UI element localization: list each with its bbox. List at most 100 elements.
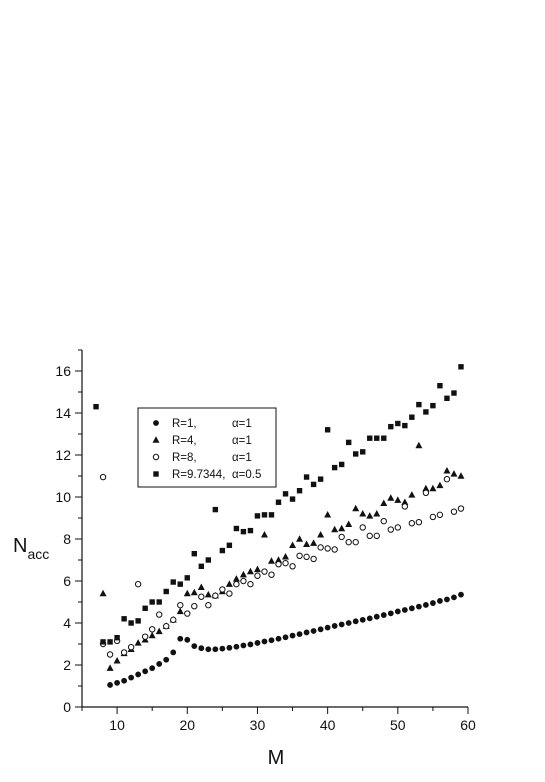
data-point bbox=[148, 631, 156, 639]
data-point bbox=[408, 520, 416, 527]
data-point bbox=[156, 661, 163, 667]
legend-label-4: R=9.7344, bbox=[172, 469, 225, 481]
data-point bbox=[232, 575, 240, 582]
data-point bbox=[289, 632, 296, 639]
data-point bbox=[177, 581, 183, 587]
data-point bbox=[352, 618, 359, 625]
data-point bbox=[338, 621, 345, 628]
data-point bbox=[380, 612, 387, 618]
data-point bbox=[359, 524, 366, 531]
data-point bbox=[99, 473, 107, 481]
data-point bbox=[373, 510, 381, 517]
data-point bbox=[204, 590, 212, 598]
data-point bbox=[260, 531, 268, 538]
data-point bbox=[184, 610, 191, 617]
data-point bbox=[99, 589, 107, 597]
data-point bbox=[156, 599, 162, 605]
data-point bbox=[443, 466, 451, 474]
data-point bbox=[155, 627, 163, 635]
x-axis-title: M bbox=[268, 747, 285, 769]
data-point bbox=[387, 610, 394, 617]
data-point bbox=[156, 611, 163, 618]
data-point bbox=[289, 563, 296, 570]
data-point bbox=[451, 594, 457, 601]
data-point bbox=[205, 646, 212, 653]
data-point bbox=[367, 435, 373, 441]
data-point bbox=[128, 674, 135, 681]
data-point bbox=[121, 616, 127, 622]
data-point bbox=[240, 642, 247, 649]
data-point bbox=[282, 634, 289, 641]
y-tick-label: 14 bbox=[55, 405, 71, 421]
data-point bbox=[127, 643, 135, 651]
data-point bbox=[451, 390, 457, 396]
data-point bbox=[387, 526, 394, 533]
data-point bbox=[240, 577, 247, 585]
data-point bbox=[422, 489, 430, 496]
legend-label-1: R=1, bbox=[172, 418, 197, 430]
data-point bbox=[458, 591, 464, 598]
data-point bbox=[296, 552, 303, 559]
data-point bbox=[437, 383, 443, 389]
data-point bbox=[134, 639, 142, 646]
data-point bbox=[366, 532, 373, 540]
y-tick-label: 4 bbox=[63, 615, 71, 631]
legend-label-3: R=8, bbox=[172, 452, 197, 464]
data-point bbox=[183, 589, 191, 597]
data-point bbox=[275, 556, 283, 563]
data-point bbox=[331, 623, 338, 629]
data-point bbox=[380, 517, 387, 525]
data-point bbox=[163, 622, 170, 630]
x-tick-label: 30 bbox=[250, 717, 266, 733]
data-point bbox=[226, 542, 233, 548]
data-point bbox=[239, 570, 247, 578]
legend-alpha-1: α=1 bbox=[232, 418, 252, 430]
data-point bbox=[353, 451, 359, 457]
data-point bbox=[226, 644, 233, 651]
data-point bbox=[380, 499, 388, 506]
data-point bbox=[93, 404, 99, 410]
data-point bbox=[317, 544, 324, 551]
data-point bbox=[268, 637, 275, 644]
legend-alpha-2: α=1 bbox=[232, 435, 252, 447]
data-point bbox=[373, 613, 380, 620]
data-point bbox=[422, 602, 429, 608]
data-point bbox=[197, 583, 205, 590]
legend-marker-1 bbox=[153, 420, 159, 426]
data-point bbox=[429, 513, 437, 521]
data-point bbox=[100, 639, 106, 645]
data-point bbox=[310, 481, 317, 488]
data-point bbox=[374, 435, 380, 441]
data-point bbox=[457, 472, 465, 479]
data-point bbox=[310, 628, 317, 634]
data-point bbox=[275, 561, 282, 568]
data-point bbox=[191, 551, 197, 557]
data-point bbox=[394, 496, 402, 503]
y-tick-label: 12 bbox=[55, 447, 71, 463]
data-point bbox=[352, 538, 359, 546]
data-point bbox=[114, 635, 120, 641]
data-point bbox=[148, 626, 156, 633]
x-tick-label: 50 bbox=[390, 717, 406, 733]
legend: R=1, α=1 R=4, α=1 R=8, α=1 R=9.7344, α=0.5 bbox=[137, 407, 277, 488]
data-point bbox=[135, 671, 142, 678]
data-point bbox=[296, 535, 304, 542]
data-point bbox=[219, 547, 226, 554]
data-point bbox=[317, 626, 324, 633]
series-3 bbox=[99, 473, 465, 658]
data-point bbox=[184, 575, 190, 581]
data-point bbox=[345, 439, 352, 446]
data-point bbox=[247, 580, 254, 588]
data-point bbox=[128, 620, 134, 626]
data-point bbox=[359, 616, 366, 623]
data-point bbox=[247, 641, 254, 648]
data-point bbox=[436, 481, 444, 489]
data-point bbox=[416, 401, 422, 408]
data-point bbox=[331, 525, 339, 533]
x-tick-label: 20 bbox=[179, 717, 195, 733]
data-point bbox=[163, 588, 169, 595]
data-point bbox=[226, 590, 233, 597]
data-point bbox=[352, 504, 360, 512]
data-point bbox=[317, 531, 325, 538]
